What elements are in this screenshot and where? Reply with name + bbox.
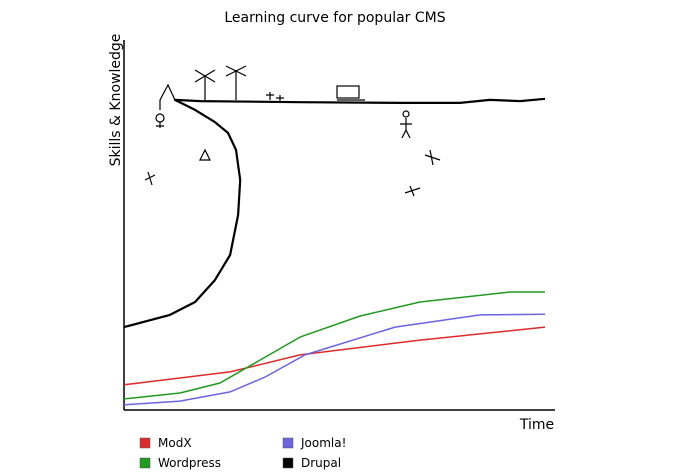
plot-area — [123, 97, 546, 406]
legend-label: Wordpress — [158, 456, 221, 470]
legend-swatch — [282, 457, 294, 469]
legend-label: Drupal — [301, 456, 341, 470]
line-series — [123, 97, 546, 329]
x-axis-label: Time — [519, 417, 554, 433]
y-axis-label: Skills & Knowledge — [108, 34, 124, 167]
doodles — [144, 65, 441, 197]
legend: ModX Wordpress Joomla! Drupal — [139, 436, 346, 470]
line-series — [123, 291, 545, 400]
legend-label: Joomla! — [300, 436, 346, 450]
legend-swatch — [282, 437, 294, 449]
legend-swatch — [139, 457, 151, 469]
line-series — [123, 326, 546, 386]
legend-swatch — [139, 437, 151, 449]
legend-label: ModX — [158, 436, 192, 450]
chart-title: Learning curve for popular CMS — [224, 10, 445, 26]
line-series — [123, 313, 546, 406]
